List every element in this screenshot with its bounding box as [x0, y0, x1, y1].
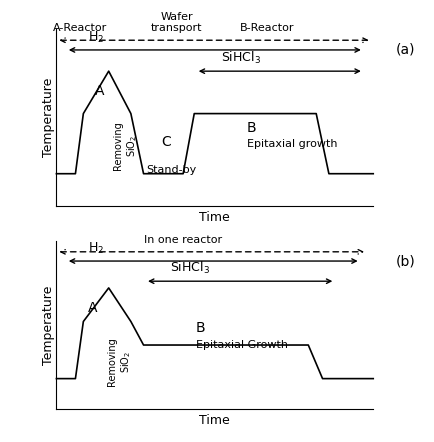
Text: B-Reactor: B-Reactor	[240, 23, 295, 33]
Text: (a): (a)	[395, 43, 415, 57]
X-axis label: Time: Time	[200, 211, 230, 224]
Text: C: C	[161, 135, 171, 149]
Text: A: A	[95, 84, 104, 98]
Text: In one reactor: In one reactor	[144, 235, 222, 245]
X-axis label: Time: Time	[200, 415, 230, 427]
Text: H$_2$: H$_2$	[88, 30, 104, 45]
Text: Epitaxial growth: Epitaxial growth	[247, 139, 337, 149]
Text: Wafer
transport: Wafer transport	[151, 11, 203, 33]
Text: Removing
SiO$_2$: Removing SiO$_2$	[113, 121, 139, 170]
Text: Stand-by: Stand-by	[147, 165, 197, 175]
Text: (b): (b)	[395, 254, 415, 268]
Y-axis label: Temperature: Temperature	[42, 77, 55, 157]
Text: H$_2$: H$_2$	[88, 241, 104, 256]
Text: A-Reactor: A-Reactor	[53, 23, 108, 33]
Text: SiHCl$_3$: SiHCl$_3$	[221, 50, 261, 66]
Text: B: B	[247, 121, 256, 135]
Text: B: B	[196, 321, 205, 335]
Text: Epitaxial Growth: Epitaxial Growth	[196, 340, 288, 350]
Text: A: A	[88, 301, 98, 315]
Y-axis label: Temperature: Temperature	[42, 285, 55, 365]
Text: SiHCl$_3$: SiHCl$_3$	[171, 260, 210, 276]
Text: Removing
SiO$_2$: Removing SiO$_2$	[107, 337, 133, 386]
